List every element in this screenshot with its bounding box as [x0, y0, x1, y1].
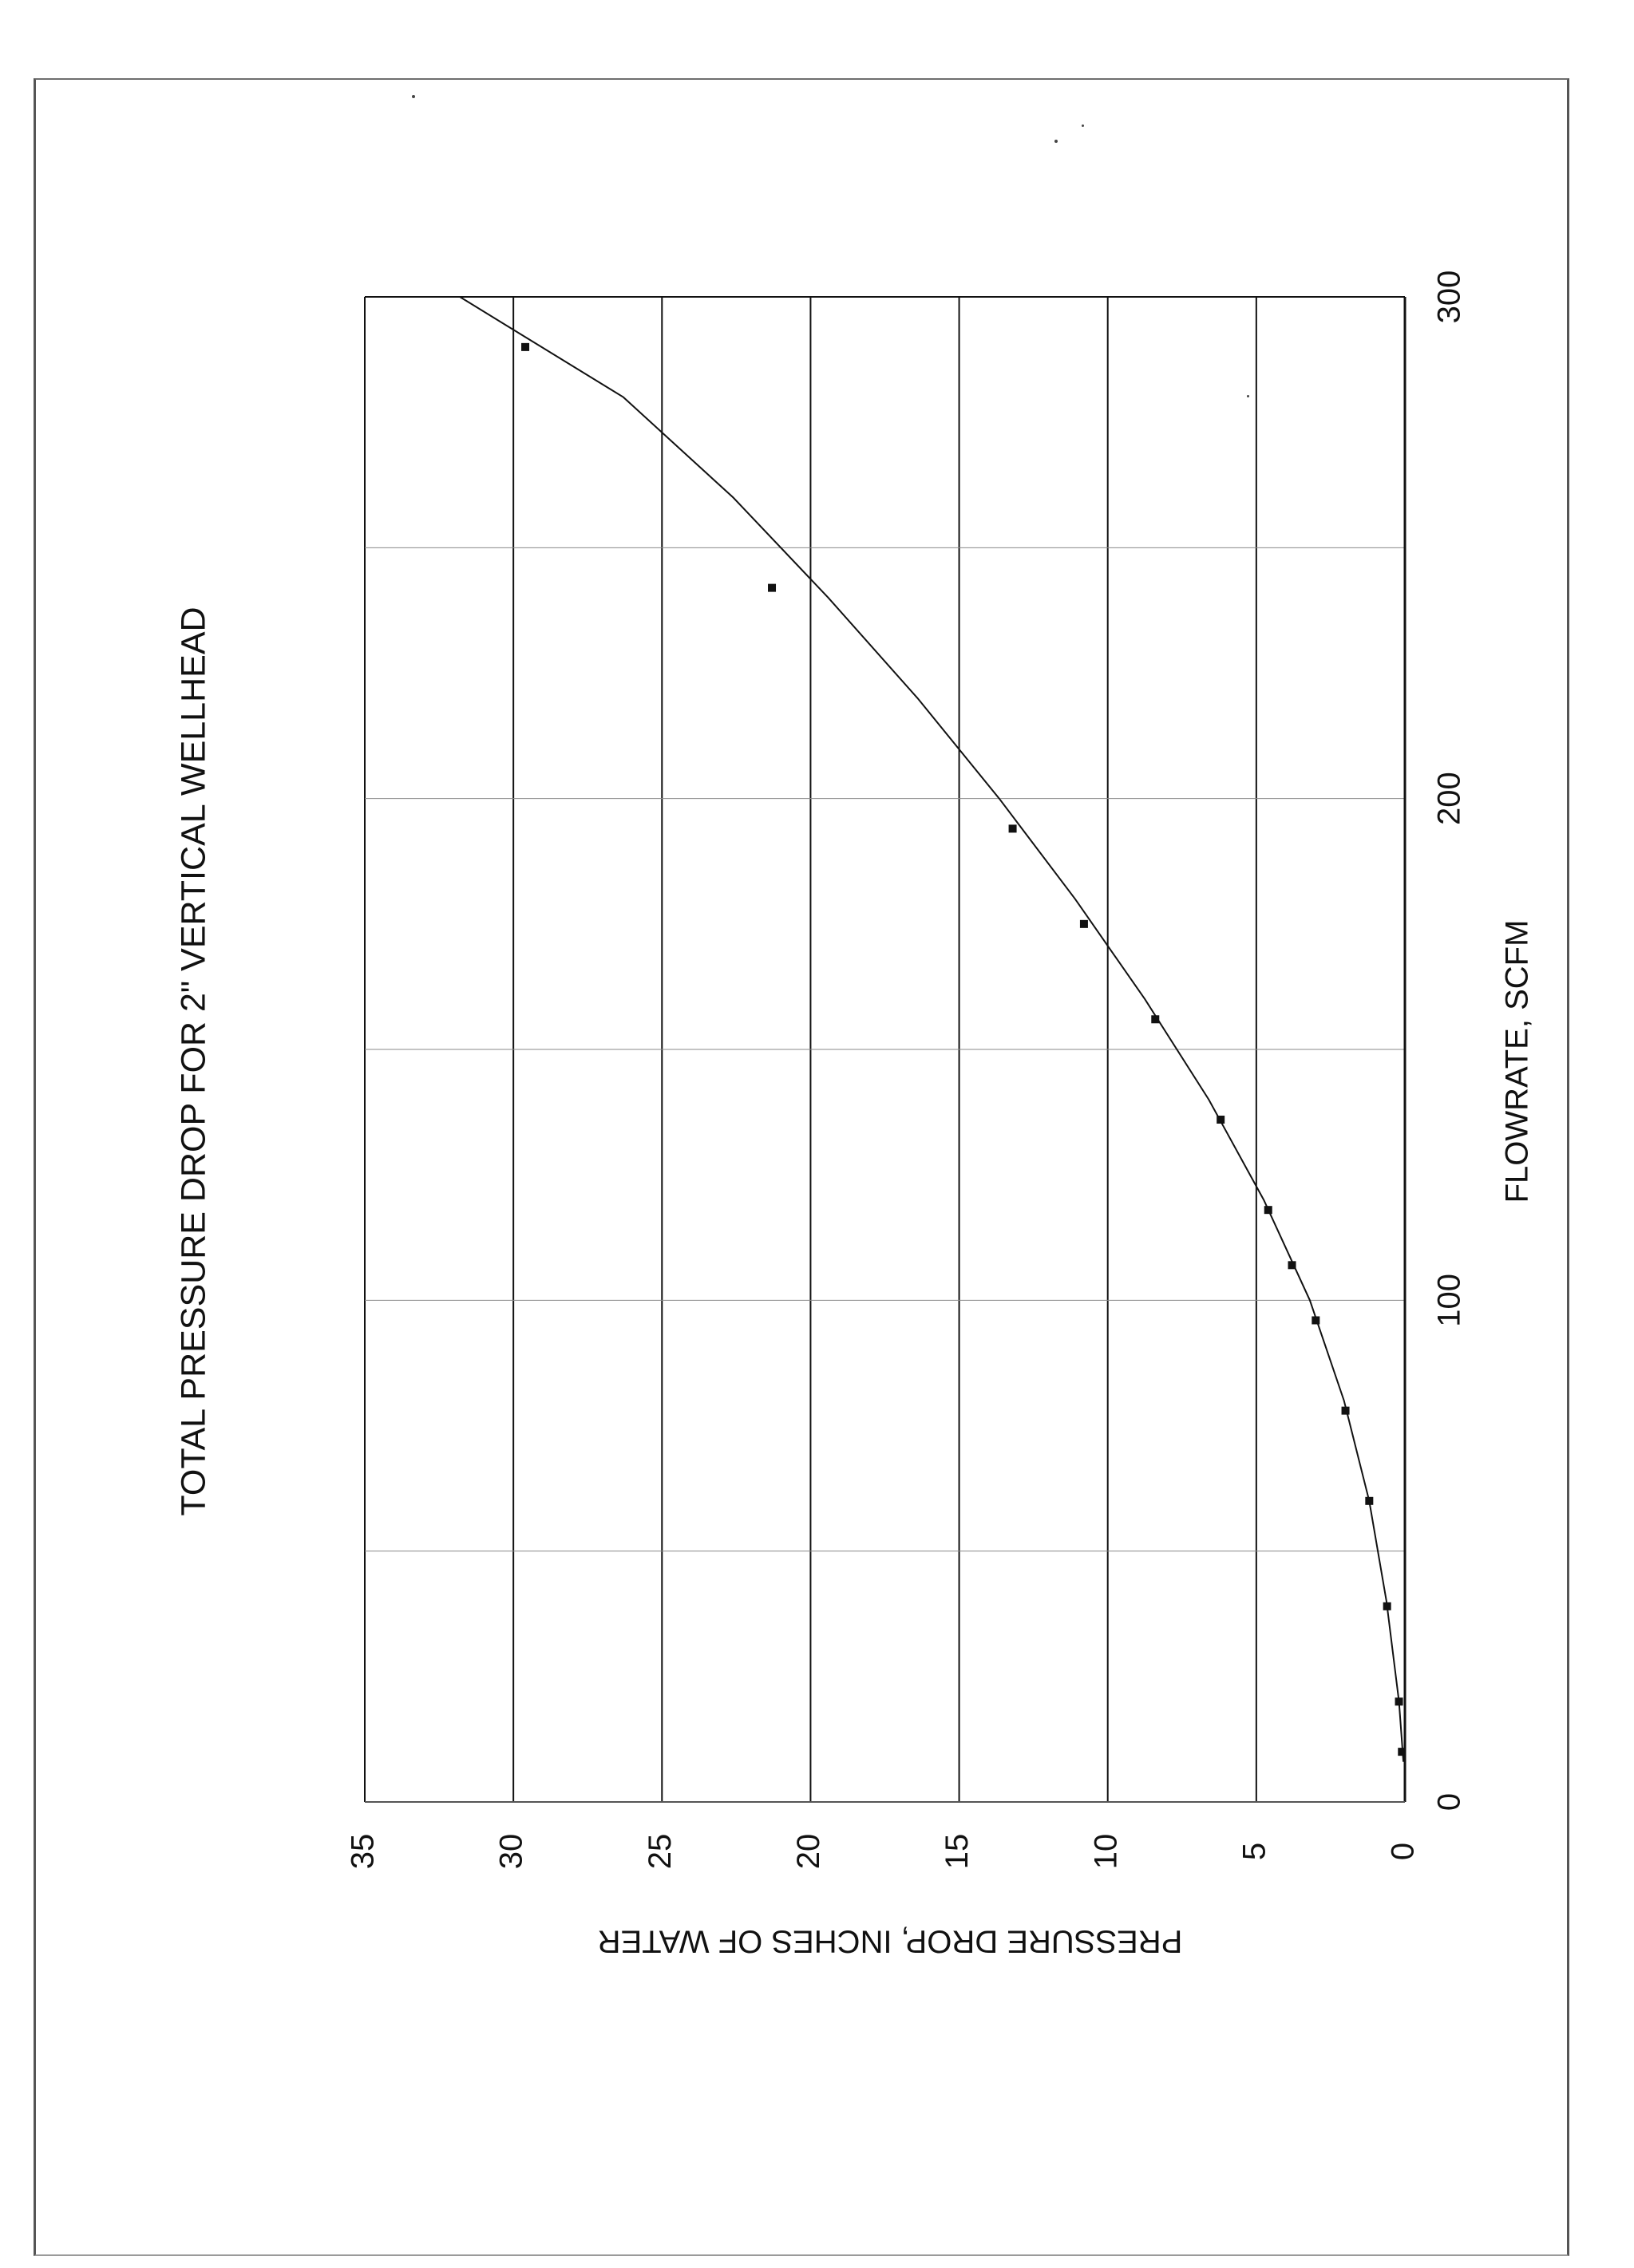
y-axis-label: PRESSURE DROP, INCHES OF WATER [598, 1923, 1183, 1958]
y-tick-label: 10 [1088, 1834, 1123, 1870]
page-frame [34, 78, 1569, 2256]
fit-curve [459, 296, 1405, 1762]
chart-title: TOTAL PRESSURE DROP FOR 2" VERTICAL WELL… [174, 607, 212, 1515]
data-point [1383, 1602, 1391, 1610]
data-point [1079, 919, 1088, 928]
data-point [521, 342, 530, 351]
x-axis-label: FLOWRATE, SCFM [1500, 920, 1535, 1203]
fit-curve-layer [459, 296, 1405, 1762]
gridlines [364, 297, 1405, 1802]
data-point [1398, 1748, 1407, 1756]
data-point [1217, 1116, 1225, 1124]
data-point [1008, 824, 1017, 833]
y-tick-label: 15 [940, 1834, 975, 1870]
y-tick-label: 20 [791, 1834, 826, 1870]
y-tick-label: 30 [494, 1834, 529, 1870]
scan-speck [412, 95, 415, 98]
y-tick-label: 0 [1386, 1843, 1421, 1860]
x-tick-label: 200 [1432, 772, 1467, 825]
x-tick-label: 100 [1432, 1274, 1467, 1327]
data-point [1341, 1406, 1350, 1415]
data-point [1312, 1316, 1320, 1325]
labels-layer: 0 5 10 15 20 25 30 35 0 100 200 300 FLOWRATE, SCFM PR… [174, 271, 1534, 1959]
data-point [1288, 1261, 1296, 1270]
scan-speck [1082, 124, 1084, 127]
data-point [1151, 1015, 1160, 1024]
data-point [768, 583, 777, 592]
x-tick-label: 0 [1432, 1793, 1467, 1811]
y-tick-label: 25 [643, 1834, 678, 1870]
scan-speck [1247, 395, 1249, 397]
data-point [1395, 1697, 1403, 1706]
data-point [1264, 1206, 1272, 1215]
y-tick-label: 35 [346, 1834, 381, 1870]
axes [365, 296, 1407, 1803]
y-tick-label: 5 [1236, 1843, 1272, 1860]
data-point [1365, 1496, 1374, 1505]
x-tick-label: 300 [1432, 271, 1467, 324]
data-points-layer [521, 342, 1407, 1756]
scan-speck [1054, 140, 1058, 143]
